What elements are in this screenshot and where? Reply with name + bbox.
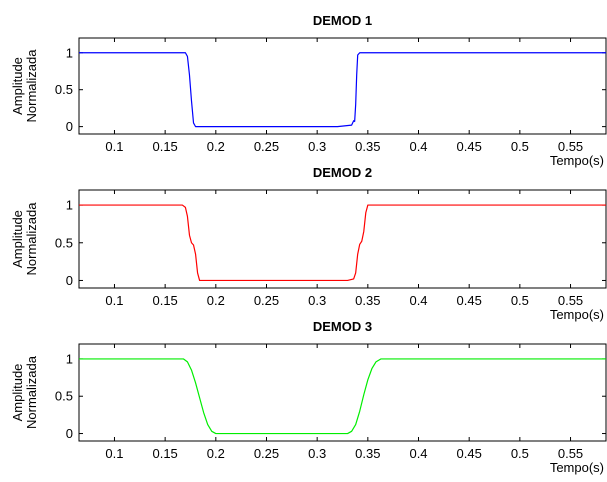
y-tick-label: 0.5 (55, 389, 73, 404)
y-axis-label-line: Amplitude (10, 364, 25, 422)
x-tick-label: 0.55 (558, 446, 583, 461)
y-tick-label: 0.5 (55, 82, 73, 97)
y-tick-label: 1 (66, 45, 73, 60)
subplot-1: 0.1 0.15 0.2 0.25 0.3 0.35 0.4 0.45 0.5 0.55 0 0.5 1… (10, 13, 607, 168)
series-line (79, 204, 606, 282)
x-tick-label: 0.35 (355, 293, 380, 308)
x-tick-label: 0.4 (409, 139, 427, 154)
y-tick-label: 1 (66, 198, 73, 213)
y-tick-label: 1 (66, 351, 73, 366)
y-tick-label: 0 (66, 119, 73, 134)
x-tick-label: 0.5 (511, 293, 529, 308)
y-axis-label-line: Amplitude (10, 210, 25, 268)
y-tick-label: 0 (66, 426, 73, 441)
y-axis-label-line: Normalizada (24, 355, 39, 429)
chart-title: DEMOD 2 (313, 165, 372, 180)
x-axis-label: Tempo(s) (550, 307, 604, 322)
x-tick-label: 0.15 (152, 293, 177, 308)
x-tick-label: 0.25 (254, 446, 279, 461)
series-line (79, 358, 606, 435)
y-axis-label-line: Amplitude (10, 57, 25, 115)
x-tick-label: 0.4 (409, 446, 427, 461)
x-tick-label: 0.15 (152, 139, 177, 154)
x-tick-label: 0.3 (308, 139, 326, 154)
chart-title: DEMOD 3 (313, 319, 372, 334)
x-tick-label: 0.45 (457, 293, 482, 308)
y-tick-label: 0 (66, 273, 73, 288)
x-tick-label: 0.35 (355, 139, 380, 154)
y-axis-label: AmplitudeNormalizada (10, 355, 39, 429)
x-tick-label: 0.2 (207, 293, 225, 308)
chart-title: DEMOD 1 (313, 13, 372, 28)
y-axis-label-line: Normalizada (24, 49, 39, 123)
x-tick-label: 0.3 (308, 446, 326, 461)
x-tick-label: 0.2 (207, 446, 225, 461)
x-tick-label: 0.2 (207, 139, 225, 154)
x-tick-label: 0.5 (511, 139, 529, 154)
x-axis-label: Tempo(s) (550, 153, 604, 168)
y-tick-label: 0.5 (55, 235, 73, 250)
x-tick-label: 0.1 (105, 139, 123, 154)
x-tick-label: 0.5 (511, 446, 529, 461)
y-axis-label-line: Normalizada (24, 202, 39, 276)
x-tick-label: 0.1 (105, 446, 123, 461)
x-axis-label: Tempo(s) (550, 460, 604, 475)
x-tick-label: 0.4 (409, 293, 427, 308)
x-tick-label: 0.25 (254, 139, 279, 154)
x-tick-label: 0.15 (152, 446, 177, 461)
subplot-3: 0.1 0.15 0.2 0.25 0.3 0.35 0.4 0.45 0.5 0.55 0 0.5 1… (10, 319, 607, 475)
y-axis-label: AmplitudeNormalizada (10, 49, 39, 123)
x-tick-label: 0.55 (558, 293, 583, 308)
axes-box (78, 343, 607, 442)
x-tick-label: 0.3 (308, 293, 326, 308)
x-tick-label: 0.45 (457, 139, 482, 154)
axes-box (78, 37, 607, 135)
axes-box (78, 189, 607, 289)
x-tick-label: 0.45 (457, 446, 482, 461)
x-tick-label: 0.1 (105, 293, 123, 308)
x-tick-label: 0.55 (558, 139, 583, 154)
x-tick-label: 0.35 (355, 446, 380, 461)
y-axis-label: AmplitudeNormalizada (10, 202, 39, 276)
series-line (79, 52, 606, 128)
subplot-2: 0.1 0.15 0.2 0.25 0.3 0.35 0.4 0.45 0.5 0.55 0 0.5 1… (10, 165, 607, 322)
x-tick-label: 0.25 (254, 293, 279, 308)
